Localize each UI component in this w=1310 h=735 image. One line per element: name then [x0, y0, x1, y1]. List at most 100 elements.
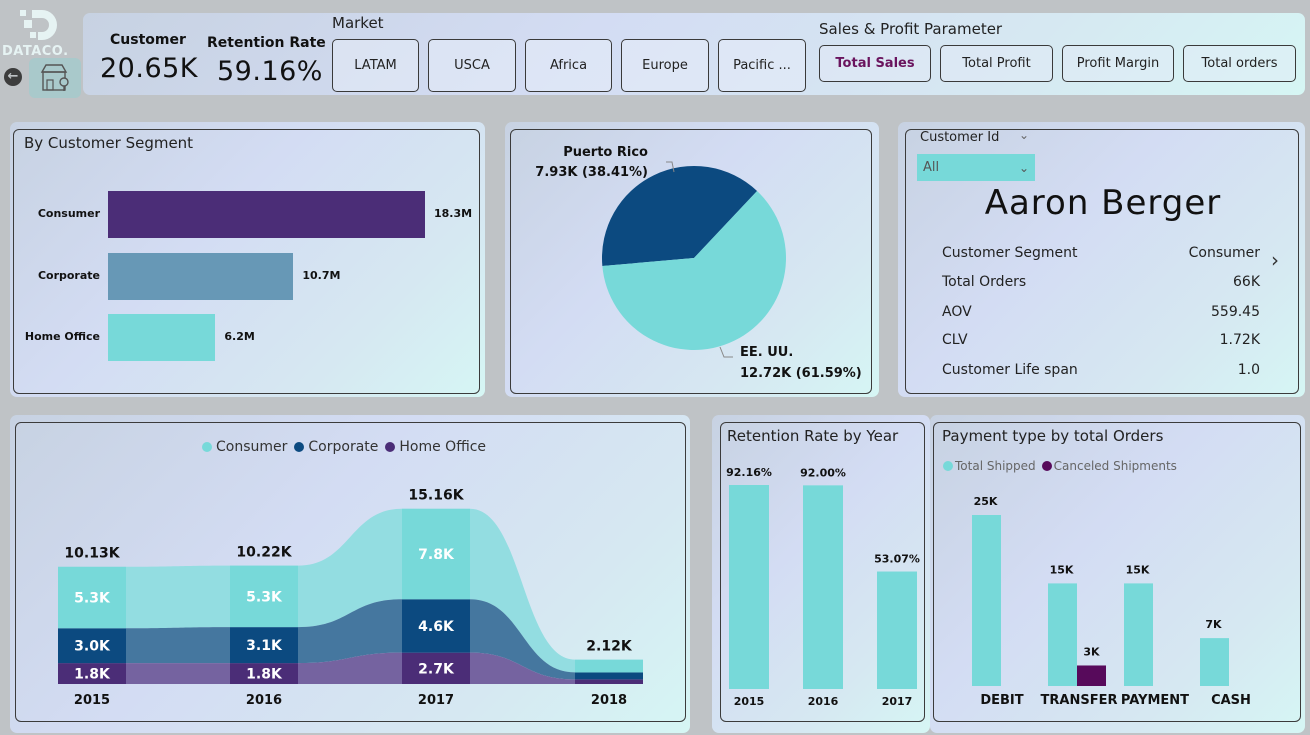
country-pie-chart: Puerto Rico 7.93K (38.41%) EE. UU. 12.72K (…	[535, 145, 862, 381]
pie-leader-line	[719, 346, 733, 358]
pie-slice	[602, 191, 786, 351]
segment-value-label: 5.3K	[74, 591, 111, 607]
shipped-value-label: 7K	[1205, 618, 1222, 631]
x-axis-label: 2015	[734, 695, 765, 708]
segment-bar-value: 18.3M	[434, 207, 473, 220]
param-total-sales[interactable]: Total Sales	[819, 45, 931, 82]
segment-bar-value: 10.7M	[302, 269, 341, 282]
column-total-label: 15.16K	[408, 488, 464, 504]
segment-bar[interactable]	[108, 191, 425, 238]
x-axis-label: 2017	[418, 693, 454, 708]
segment-bar-label: Home Office	[24, 330, 100, 343]
segment-value-label: 1.8K	[74, 667, 111, 683]
legend-canceled-label: Canceled Shipments	[1053, 459, 1177, 473]
stacked-segment	[575, 659, 643, 673]
segment-value-label: 1.8K	[246, 667, 283, 683]
segment-bar[interactable]	[108, 314, 216, 361]
retention-value-label: 53.07%	[874, 553, 920, 566]
customer-id-slicer-label: Customer Id	[920, 130, 1000, 145]
segment-value-label: 5.3K	[246, 589, 283, 605]
retention-bar-chart: 92.16% 2015 92.00% 2016 53.07% 2017	[726, 466, 920, 708]
legend-canceled-dot	[1041, 461, 1052, 471]
detail-row-label: AOV	[942, 304, 972, 320]
x-axis-label: TRANSFER	[1041, 693, 1118, 708]
pie-label-value: 7.93K (38.41%)	[535, 165, 648, 180]
chevron-right-icon[interactable]: ›	[1271, 248, 1279, 272]
x-axis-label: 2018	[591, 693, 627, 708]
param-total-profit[interactable]: Total Profit	[940, 45, 1053, 82]
legend-corporate-label: Corporate	[308, 439, 379, 455]
ribbon-band	[298, 599, 402, 664]
detail-row-label: Customer Life span	[942, 362, 1078, 378]
detail-row-value: 66K	[1233, 274, 1260, 290]
shipped-value-label: 15K	[1126, 563, 1150, 576]
segment-chart-title: By Customer Segment	[24, 134, 194, 152]
brand-name: DATACO.	[2, 44, 69, 59]
stacked-segment	[230, 565, 298, 628]
ribbon-band	[126, 663, 230, 684]
dataco-d-logo-icon	[20, 10, 57, 40]
market-option-europe[interactable]: Europe	[621, 39, 709, 92]
stacked-segment	[230, 663, 298, 684]
store-location-icon	[29, 58, 81, 98]
column-total-label: 2.12K	[586, 639, 633, 655]
pie-leader-line	[666, 161, 675, 173]
market-option-usca[interactable]: USCA	[428, 39, 516, 92]
x-axis-label: DEBIT	[980, 693, 1023, 708]
pie-slice	[602, 166, 758, 267]
brand-logo: DATACO. ←	[0, 0, 82, 100]
canceled-bar	[1077, 665, 1106, 686]
segment-bar-label: Corporate	[37, 269, 100, 282]
shipped-value-label: 15K	[1050, 563, 1074, 576]
legend-home-office-dot	[385, 442, 396, 452]
shipped-bar	[1200, 638, 1229, 686]
detail-row-value: Consumer	[1188, 245, 1260, 261]
pie-label-value: 12.72K (61.59%)	[740, 366, 862, 381]
detail-row-label: Total Orders	[942, 274, 1027, 290]
back-arrow-icon[interactable]: ←	[4, 68, 22, 86]
x-axis-label: PAYMENT	[1121, 693, 1189, 708]
shipped-bar	[972, 515, 1001, 686]
column-total-label: 10.13K	[64, 546, 120, 562]
customer-id-dropdown[interactable]: All ⌄	[917, 154, 1035, 181]
detail-row-label: Customer Segment	[942, 245, 1078, 261]
segment-year-legend: Consumer Corporate Home Office	[202, 439, 486, 455]
param-profit-margin[interactable]: Profit Margin	[1062, 45, 1174, 82]
market-option-africa[interactable]: Africa	[525, 39, 612, 92]
stacked-segment	[230, 627, 298, 664]
stacked-segment	[58, 566, 126, 629]
x-axis-label: 2017	[882, 695, 913, 708]
ribbon-band	[298, 652, 402, 684]
market-option-pacific[interactable]: Pacific ...	[718, 39, 806, 92]
detail-row-label: CLV	[942, 332, 968, 348]
legend-total-shipped-label: Total Shipped	[955, 459, 1036, 473]
x-axis-label: CASH	[1211, 693, 1251, 708]
pie-label-name: EE. UU.	[740, 345, 793, 360]
retention-bar	[877, 571, 917, 689]
shipped-bar	[1124, 583, 1153, 686]
market-option-latam[interactable]: LATAM	[332, 39, 419, 92]
x-axis-label: 2016	[808, 695, 839, 708]
param-total-orders[interactable]: Total orders	[1183, 45, 1296, 82]
retention-kpi-value: 59.16%	[217, 56, 323, 87]
retention-bar	[729, 485, 769, 689]
retention-chart-title: Retention Rate by Year	[727, 427, 899, 445]
legend-consumer-label: Consumer	[216, 439, 288, 455]
segment-value-label: 2.7K	[418, 661, 455, 677]
segment-bar[interactable]	[108, 253, 294, 300]
legend-corporate-dot	[294, 442, 305, 452]
segment-value-label: 3.0K	[74, 639, 111, 655]
ribbon-band	[470, 508, 575, 673]
segment-bar-value: 6.2M	[224, 330, 255, 343]
customer-kpi-label: Customer	[110, 32, 186, 48]
legend-total-shipped-dot	[943, 461, 953, 471]
chevron-down-icon[interactable]: ⌄	[1019, 128, 1030, 142]
payment-chart-title: Payment type by total Orders	[942, 427, 1164, 445]
parameter-slicer-label: Sales & Profit Parameter	[819, 20, 1003, 38]
payment-bar-chart: 25K DEBIT 15K 3K TRANSFER 15K PAYMENT 7K CASH	[972, 495, 1251, 708]
detail-row-value: 559.45	[1211, 304, 1260, 320]
market-slicer-label: Market	[332, 14, 384, 32]
stacked-segment	[402, 652, 470, 684]
canceled-value-label: 3K	[1083, 645, 1100, 658]
payment-legend: Total Shipped Canceled Shipments	[943, 459, 1177, 473]
